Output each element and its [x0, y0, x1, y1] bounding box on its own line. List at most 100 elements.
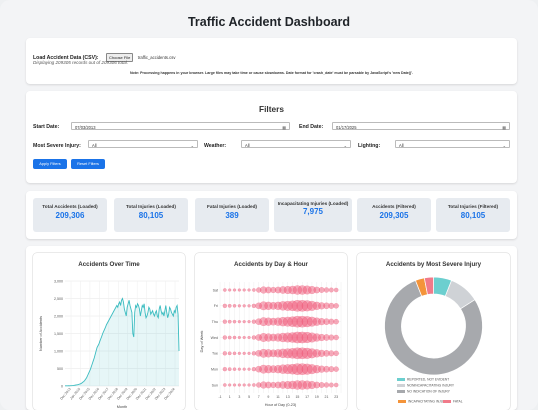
stat-title: Accidents (Filtered): [372, 204, 416, 209]
y-axis-label: Day of Week: [200, 331, 204, 353]
x-axis-label: Hour of Day (0-23): [265, 403, 297, 407]
y-tick-label: Mon: [211, 367, 218, 371]
chart-title: Accidents by Day & Hour: [234, 261, 308, 268]
start-date-input[interactable]: 07/03/2013 ▦: [71, 122, 290, 130]
bubble-point: [328, 350, 335, 357]
injury-select[interactable]: All ⌄: [88, 140, 198, 148]
charts-card: Accidents Over Time 0 500 1,000 1,500 2,000 2…: [26, 246, 517, 410]
stat-accidents-filtered: Accidents (Filtered) 209,305: [357, 198, 431, 232]
lighting-select[interactable]: All ⌄: [395, 140, 510, 148]
bubble-point: [328, 318, 335, 325]
x-tick-label: 11: [276, 395, 280, 399]
bubble-point: [328, 334, 335, 341]
chevron-down-icon: ⌄: [190, 142, 194, 148]
end-date-input[interactable]: 01/17/2025 ▦: [332, 122, 510, 130]
bubble-point: [227, 351, 232, 356]
chart-title: Accidents Over Time: [78, 261, 140, 268]
chart-day-hour: Accidents by Day & Hour -1 1 3 5 7 9 11 13 15 17 1…: [195, 253, 347, 410]
bubble-point: [323, 287, 330, 293]
bubble-point: [232, 288, 237, 292]
legend-swatch: [397, 384, 405, 387]
bubble-point: [247, 335, 251, 340]
bubble-point: [232, 304, 237, 308]
stat-title: Total Injuries (Loaded): [126, 204, 176, 209]
bubble-point: [223, 288, 227, 292]
end-date-label: End Date:: [299, 124, 324, 130]
bubble-point: [323, 382, 330, 388]
stat-fatal-injuries: Fatal Injuries (Loaded) 389: [195, 198, 269, 232]
weather-select[interactable]: All ⌄: [241, 140, 351, 148]
bubble-point: [232, 383, 237, 387]
bubble-point: [333, 303, 339, 309]
page-title: Traffic Accident Dashboard: [187, 15, 351, 29]
bubble-point: [223, 383, 227, 387]
stat-total-accidents: Total Accidents (Loaded) 209,306: [33, 198, 107, 232]
bubble-point: [328, 366, 335, 373]
y-tick-label: Fri: [214, 304, 218, 308]
bubble-point: [242, 367, 246, 371]
bubble-chart: -1 1 3 5 7 9 11 13 15 17 19 21 23SatFriThuWedTueMonS…: [200, 282, 342, 407]
bubble-point: [333, 334, 339, 341]
bubble-point: [333, 318, 339, 325]
y-tick-label: Wed: [211, 336, 218, 340]
bubble-point: [222, 303, 227, 308]
x-tick-label: 1: [229, 395, 231, 399]
injury-select-value: All: [92, 142, 97, 148]
bubble-point: [237, 383, 241, 387]
stat-title: Total Injuries (Filtered): [447, 204, 499, 209]
stat-value: 80,105: [138, 211, 164, 220]
weather-select-value: All: [245, 142, 250, 148]
x-tick-label: -1: [218, 395, 221, 399]
calendar-icon[interactable]: ▦: [502, 124, 506, 130]
bubble-point: [251, 367, 256, 372]
y-tick-label: 2,500: [54, 297, 63, 301]
x-tick-label: 5: [248, 395, 250, 399]
x-axis-label: Month: [117, 405, 128, 409]
start-date-value: 07/03/2013: [75, 124, 96, 130]
y-tick-label: Thu: [212, 320, 218, 324]
stat-value: 389: [225, 211, 239, 220]
bubble-point: [247, 367, 251, 371]
chevron-down-icon: ⌄: [502, 142, 506, 148]
bubble-point: [333, 350, 339, 357]
stat-title: Fatal Injuries (Loaded): [206, 204, 257, 209]
bubble-point: [232, 319, 237, 324]
reset-filters-button[interactable]: Reset Filters: [71, 159, 105, 169]
x-tick-label: 7: [258, 395, 260, 399]
doughnut-chart: REPORTED, NOT EVIDENT NONINCAPACITATING I…: [384, 276, 483, 404]
weather-label: Weather:: [204, 143, 227, 149]
y-tick-label: 500: [57, 367, 63, 371]
calendar-icon[interactable]: ▦: [282, 124, 286, 130]
bubble-point: [242, 288, 246, 292]
chart-title: Accidents by Most Severe Injury: [385, 261, 482, 268]
bubble-point: [333, 287, 339, 293]
injury-label: Most Severe Injury:: [33, 143, 81, 149]
x-tick-label: 23: [334, 395, 338, 399]
pie-slice: [384, 279, 483, 376]
bubble-point: [222, 335, 227, 340]
bubble-point: [227, 367, 232, 371]
bubble-point: [237, 351, 241, 355]
lighting-label: Lighting:: [358, 143, 381, 149]
y-tick-label: Tue: [212, 352, 218, 356]
bubble-point: [227, 319, 232, 324]
line-series-area: [65, 298, 179, 386]
bubble-point: [333, 366, 339, 372]
start-date-label: Start Date:: [33, 124, 60, 130]
stats-card: Total Accidents (Loaded) 209,306 Total I…: [26, 191, 517, 239]
bubble-point: [251, 319, 256, 324]
stat-title: Incapacitating Injuries (Loaded): [277, 201, 349, 206]
bubble-point: [328, 382, 334, 388]
x-tick-label: 17: [305, 395, 309, 399]
load-note: Note: Processing happens in your browser…: [129, 71, 414, 75]
bubble-point: [242, 351, 246, 355]
bubble-point: [242, 304, 246, 308]
bubble-point: [228, 288, 232, 292]
pie-slice: [423, 276, 434, 295]
load-row: Load Accident Data (CSV): Choose File tr…: [33, 46, 175, 64]
stat-value: 209,306: [55, 211, 85, 220]
bubble-point: [237, 335, 241, 340]
apply-filters-button[interactable]: Apply Filters: [33, 159, 67, 169]
x-tick-label: 13: [286, 395, 290, 399]
